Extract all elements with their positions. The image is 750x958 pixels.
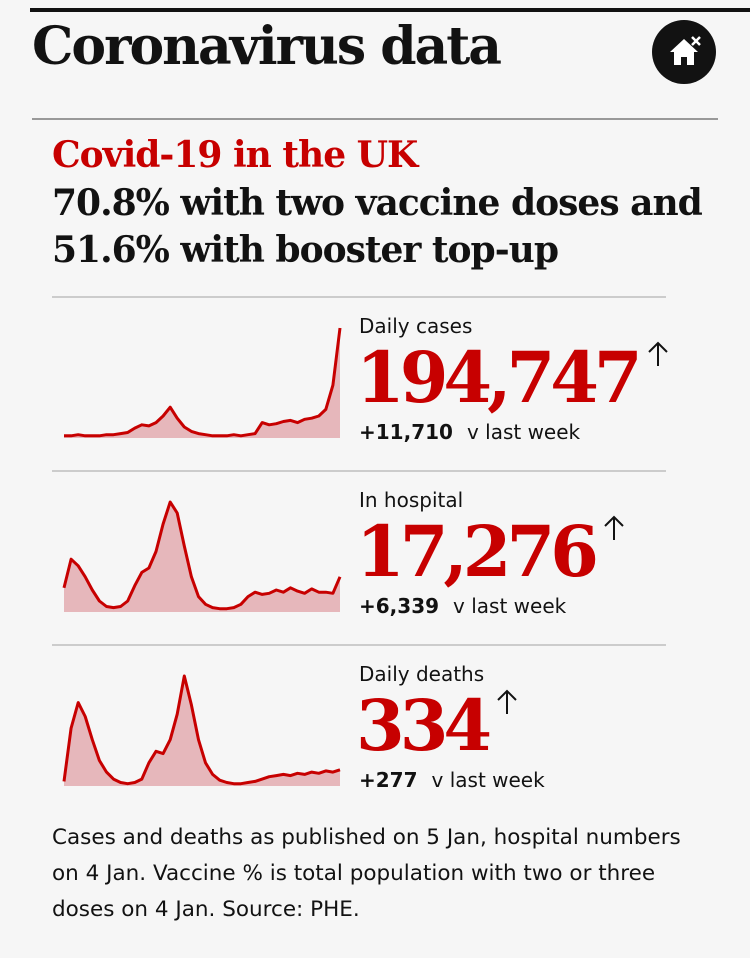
page-title: Coronavirus data	[32, 16, 502, 77]
kicker: Covid-19 in the UK	[52, 134, 418, 176]
stat-comparison: v last week	[453, 594, 567, 618]
stat-value-row: 194,747	[356, 336, 670, 419]
stat-change-row: +277 v last week	[359, 768, 545, 792]
footnote: Cases and deaths as published on 5 Jan, …	[52, 825, 681, 922]
divider	[32, 118, 718, 120]
stat-value-row: 334	[356, 684, 519, 767]
up-arrow	[604, 515, 624, 540]
stat-label: In hospital	[359, 488, 464, 512]
stat-change-row: +11,710 v last week	[359, 420, 580, 444]
stat-comparison: v last week	[431, 768, 545, 792]
stat-change: +11,710	[359, 420, 453, 444]
stat-label: Daily cases	[359, 314, 473, 338]
sparkline-area	[64, 328, 340, 438]
top-bar	[30, 8, 750, 12]
stat-value: 334	[356, 684, 492, 767]
separator	[52, 644, 666, 646]
sparkline	[62, 500, 342, 612]
stat-value: 194,747	[356, 336, 643, 419]
separator	[52, 296, 666, 298]
stat-comparison: v last week	[466, 420, 581, 444]
sparkline-line	[62, 674, 341, 786]
home-button[interactable]	[652, 20, 716, 84]
stat-value-row: 17,276	[356, 510, 626, 593]
stat-change-row: +6,339 v last week	[359, 594, 566, 618]
headline: 51.6% with booster top-up	[52, 229, 559, 271]
sparkline-area	[64, 676, 340, 786]
stat-value: 17,276	[356, 510, 599, 593]
sparkline	[64, 327, 342, 438]
up-arrow	[647, 341, 668, 366]
headline: 70.8% with two vaccine doses and	[52, 182, 703, 224]
stat-label: Daily deaths	[359, 662, 485, 686]
sparkline	[62, 674, 341, 786]
stat-change: +6,339	[359, 594, 440, 618]
stat-change: +277	[359, 768, 418, 792]
sparkline-line	[62, 500, 342, 611]
up-arrow	[497, 689, 517, 714]
separator	[52, 470, 666, 472]
sparkline-area	[64, 502, 340, 612]
sparkline-line	[64, 327, 342, 438]
